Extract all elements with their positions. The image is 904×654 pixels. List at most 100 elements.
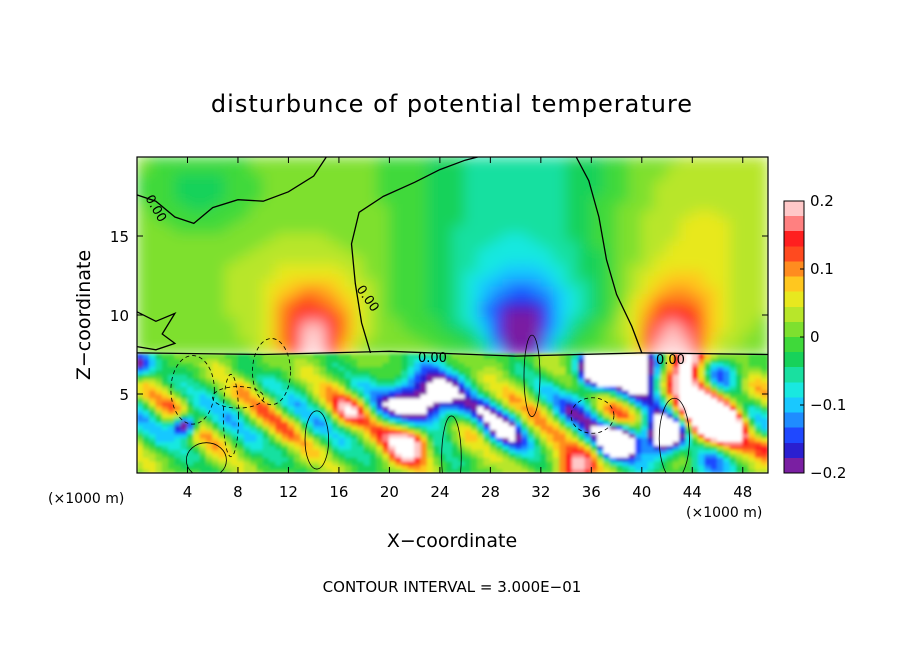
- field-cell: [262, 217, 277, 226]
- field-cell: [395, 448, 403, 454]
- field-cell: [186, 293, 201, 302]
- field-cell: [540, 316, 554, 325]
- field-cell: [685, 365, 693, 371]
- field-cell: [218, 464, 226, 470]
- field-cell: [578, 171, 592, 181]
- field-cell: [294, 373, 302, 379]
- field-cell: [180, 417, 188, 423]
- field-cell: [369, 452, 378, 458]
- field-cell: [464, 385, 472, 391]
- field-cell: [622, 413, 630, 419]
- field-cell: [723, 365, 731, 371]
- field-cell: [634, 452, 643, 458]
- field-cell: [565, 381, 573, 387]
- field-cell: [420, 409, 428, 415]
- field-cell: [616, 397, 624, 403]
- field-cell: [628, 346, 643, 355]
- field-cell: [174, 397, 182, 403]
- field-cell: [237, 308, 252, 318]
- field-cell: [401, 377, 409, 383]
- field-cell: [540, 232, 554, 242]
- field-cell: [250, 373, 258, 379]
- field-cell: [199, 377, 207, 383]
- field-cell: [458, 421, 466, 427]
- field-cell: [275, 405, 283, 411]
- field-cell: [590, 417, 599, 423]
- field-cell: [414, 308, 428, 318]
- field-cell: [691, 425, 700, 431]
- field-cell: [723, 440, 731, 446]
- field-cell: [174, 338, 188, 348]
- field-cell: [515, 436, 523, 442]
- field-cell: [161, 417, 170, 423]
- field-cell: [534, 409, 542, 415]
- field-cell: [452, 405, 460, 411]
- field-cell: [155, 385, 163, 391]
- field-cell: [433, 425, 441, 431]
- field-cell: [634, 460, 643, 466]
- field-cell: [193, 385, 201, 391]
- field-cell: [224, 262, 239, 272]
- field-cell: [660, 381, 668, 387]
- field-cell: [287, 464, 296, 470]
- field-cell: [679, 171, 693, 181]
- field-cell: [149, 316, 163, 325]
- heatmap-field: [137, 157, 768, 473]
- field-cell: [540, 262, 554, 272]
- field-cell: [313, 300, 327, 310]
- field-cell: [376, 464, 384, 470]
- field-cell: [603, 389, 611, 395]
- field-cell: [212, 365, 220, 371]
- field-cell: [616, 240, 630, 249]
- field-cell: [433, 460, 441, 466]
- field-cell: [300, 397, 308, 403]
- field-cell: [653, 389, 662, 395]
- field-cell: [243, 357, 252, 363]
- field-cell: [647, 401, 655, 407]
- field-cell: [477, 316, 491, 325]
- field-cell: [717, 247, 731, 257]
- field-cell: [149, 357, 157, 363]
- field-cell: [464, 409, 472, 415]
- field-cell: [496, 409, 504, 415]
- field-cell: [584, 460, 592, 466]
- field-cell: [527, 293, 542, 302]
- field-cell: [540, 157, 554, 166]
- field-cell: [653, 357, 662, 363]
- field-cell: [723, 444, 731, 450]
- field-cell: [186, 460, 195, 466]
- field-cell: [653, 456, 662, 462]
- field-cell: [723, 385, 731, 391]
- field-cell: [590, 331, 605, 340]
- field-cell: [704, 417, 712, 423]
- contour-line: [570, 397, 615, 434]
- field-cell: [534, 369, 542, 375]
- field-cell: [388, 293, 403, 302]
- field-cell: [433, 440, 441, 446]
- field-cell: [186, 323, 201, 333]
- field-cell: [508, 401, 517, 407]
- field-cell: [306, 448, 315, 454]
- field-cell: [691, 232, 706, 242]
- field-cell: [300, 157, 315, 166]
- field-cell: [521, 365, 529, 371]
- field-cell: [338, 186, 353, 196]
- field-cell: [262, 436, 271, 442]
- field-cell: [193, 361, 201, 367]
- field-cell: [754, 468, 763, 473]
- field-cell: [306, 381, 315, 387]
- field-cell: [483, 413, 491, 419]
- field-cell: [502, 401, 510, 407]
- field-cell: [300, 164, 315, 173]
- field-cell: [313, 377, 321, 383]
- field-cell: [653, 300, 668, 310]
- field-cell: [137, 421, 144, 427]
- field-cell: [704, 224, 719, 234]
- field-cell: [754, 338, 768, 348]
- field-cell: [186, 433, 195, 438]
- field-cell: [376, 262, 390, 272]
- field-cell: [717, 202, 731, 211]
- field-cell: [414, 460, 422, 466]
- field-cell: [691, 365, 700, 371]
- field-cell: [382, 405, 390, 411]
